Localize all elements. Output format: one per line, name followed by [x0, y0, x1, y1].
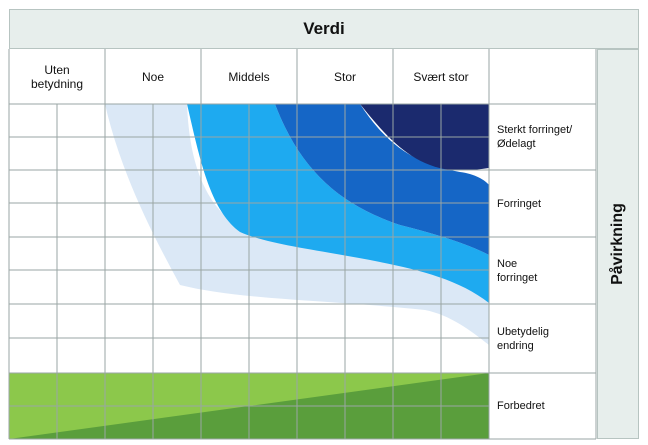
column-header-noe: Noe — [141, 69, 164, 84]
impact-axis-bar: Påvirkning — [597, 49, 639, 439]
column-header-uten-betydning: Uten betydning — [30, 62, 84, 91]
grid-lines — [8, 49, 597, 440]
row-label-forbedret: Forbedret — [497, 400, 545, 412]
column-header-svaert-stor: Svært stor — [413, 69, 469, 84]
band-blue — [275, 104, 489, 255]
column-header-stor: Stor — [333, 69, 356, 84]
row-label-forringet: Forringet — [497, 197, 542, 210]
column-header-middels: Middels — [228, 69, 270, 84]
value-axis-title: Verdi — [9, 9, 639, 49]
row-label-sterkt-forringet: Sterkt forringet/ Ødelagt — [497, 124, 573, 150]
row-label-ubetydelig-endring: Ubetydelig endring — [497, 325, 549, 352]
row-label-noe-forringet: Noe forringet — [497, 257, 538, 284]
